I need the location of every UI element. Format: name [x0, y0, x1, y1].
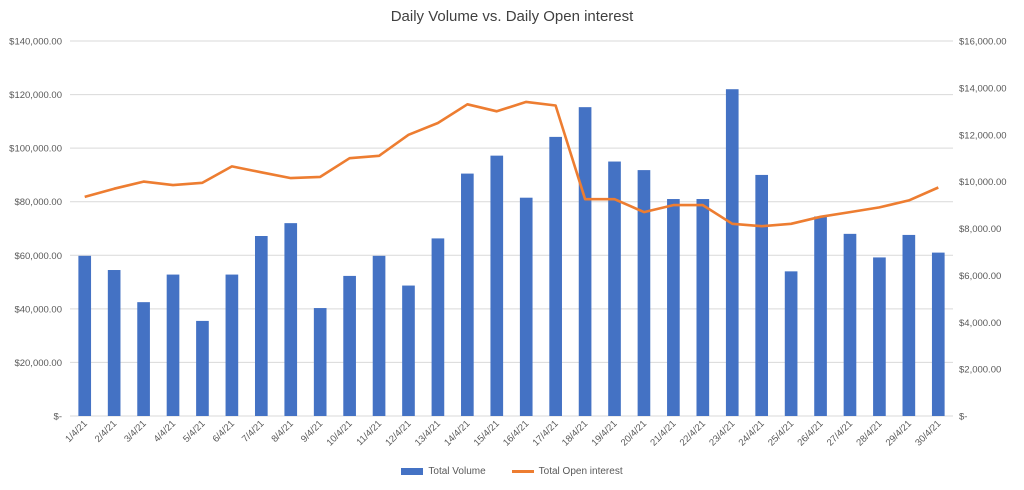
volume-bar	[696, 199, 710, 416]
volume-bar	[196, 320, 209, 416]
volume-bar	[431, 238, 445, 416]
x-tick-label: 8/4/21	[269, 418, 295, 444]
x-tick-label: 19/4/21	[589, 418, 619, 448]
x-tick-label: 20/4/21	[619, 418, 649, 448]
y-left-tick-label: $120,000.00	[9, 90, 62, 101]
volume-bar	[313, 308, 327, 416]
open-interest-line	[84, 100, 939, 228]
legend-item-open-interest: Total Open interest	[511, 466, 623, 477]
volume-bar	[814, 216, 827, 416]
legend-label-volume: Total Volume	[428, 466, 486, 477]
x-tick-label: 3/4/21	[122, 418, 148, 444]
volume-bar	[343, 275, 356, 416]
x-tick-label: 6/4/21	[211, 418, 237, 444]
x-tick-label: 2/4/21	[93, 418, 119, 444]
volume-bar	[254, 236, 268, 416]
x-tick-label: 25/4/21	[766, 418, 796, 448]
y-left-tick-label: $140,000.00	[9, 37, 62, 48]
x-tick-label: 16/4/21	[501, 418, 531, 448]
x-tick-label: 14/4/21	[442, 418, 472, 448]
x-tick-label: 29/4/21	[884, 418, 914, 448]
volume-bar	[667, 199, 680, 416]
y-right-tick-label: $8,000.00	[959, 224, 1001, 235]
volume-bar	[755, 174, 769, 416]
volume-bar	[519, 197, 533, 416]
volume-bar	[843, 233, 857, 416]
y-left-tick-label: $-	[54, 412, 62, 423]
volume-bar	[166, 274, 180, 416]
x-tick-label: 30/4/21	[913, 418, 943, 448]
x-tick-label: 24/4/21	[737, 418, 767, 448]
y-left-tick-label: $80,000.00	[14, 197, 62, 208]
x-tick-label: 13/4/21	[413, 418, 443, 448]
legend-label-open-interest: Total Open interest	[538, 466, 623, 477]
legend-swatch-open-interest	[511, 470, 534, 473]
volume-bar	[78, 255, 92, 416]
volume-bar	[490, 155, 504, 416]
y-right-tick-label: $6,000.00	[959, 271, 1001, 282]
y-right-tick-label: $10,000.00	[959, 177, 1007, 188]
volume-bar	[902, 234, 916, 416]
x-tick-label: 28/4/21	[854, 418, 884, 448]
volume-bar	[578, 107, 592, 417]
y-right-tick-label: $16,000.00	[959, 37, 1007, 48]
legend-item-volume: Total Volume	[401, 466, 486, 477]
y-left-tick-label: $60,000.00	[14, 251, 62, 262]
y-right-tick-label: $-	[959, 412, 967, 423]
x-tick-label: 22/4/21	[678, 418, 708, 448]
x-tick-label: 4/4/21	[152, 418, 178, 444]
chart-title: Daily Volume vs. Daily Open interest	[390, 8, 634, 25]
y-left-tick-label: $100,000.00	[9, 144, 62, 155]
volume-bar	[225, 274, 239, 416]
x-tick-label: 7/4/21	[240, 418, 266, 444]
y-right-tick-label: $4,000.00	[959, 318, 1001, 329]
volume-bar	[461, 173, 474, 416]
x-tick-label: 15/4/21	[472, 418, 502, 448]
volume-bar	[873, 257, 886, 416]
x-tick-label: 11/4/21	[354, 418, 384, 448]
y-right-tick-label: $2,000.00	[959, 365, 1001, 376]
y-right-tick-label: $12,000.00	[959, 130, 1007, 141]
volume-bar	[402, 285, 415, 416]
x-tick-label: 5/4/21	[181, 418, 207, 444]
volume-bar	[284, 223, 298, 416]
volume-bar	[608, 161, 621, 416]
x-tick-label: 23/4/21	[707, 418, 737, 448]
volume-bar	[549, 136, 562, 416]
volume-bar	[107, 270, 121, 416]
volume-bar	[637, 170, 651, 416]
y-left-tick-label: $20,000.00	[14, 358, 62, 369]
x-tick-label: 27/4/21	[825, 418, 855, 448]
y-right-tick-label: $14,000.00	[959, 83, 1007, 94]
volume-bar	[137, 302, 150, 416]
x-tick-label: 17/4/21	[531, 418, 561, 448]
x-tick-label: 10/4/21	[325, 418, 355, 448]
x-tick-label: 26/4/21	[795, 418, 825, 448]
y-left-tick-label: $40,000.00	[14, 304, 62, 315]
volume-bar	[372, 255, 386, 416]
x-tick-label: 21/4/21	[648, 418, 678, 448]
x-tick-label: 9/4/21	[299, 418, 325, 444]
volume-bar	[931, 252, 945, 416]
volume-bar	[784, 271, 798, 416]
x-tick-label: 1/4/21	[63, 418, 89, 444]
x-tick-label: 18/4/21	[560, 418, 590, 448]
volume-bar	[725, 89, 739, 416]
x-tick-label: 12/4/21	[383, 418, 413, 448]
legend: Total Volume Total Open interest	[0, 466, 1024, 477]
legend-swatch-volume	[401, 468, 424, 475]
